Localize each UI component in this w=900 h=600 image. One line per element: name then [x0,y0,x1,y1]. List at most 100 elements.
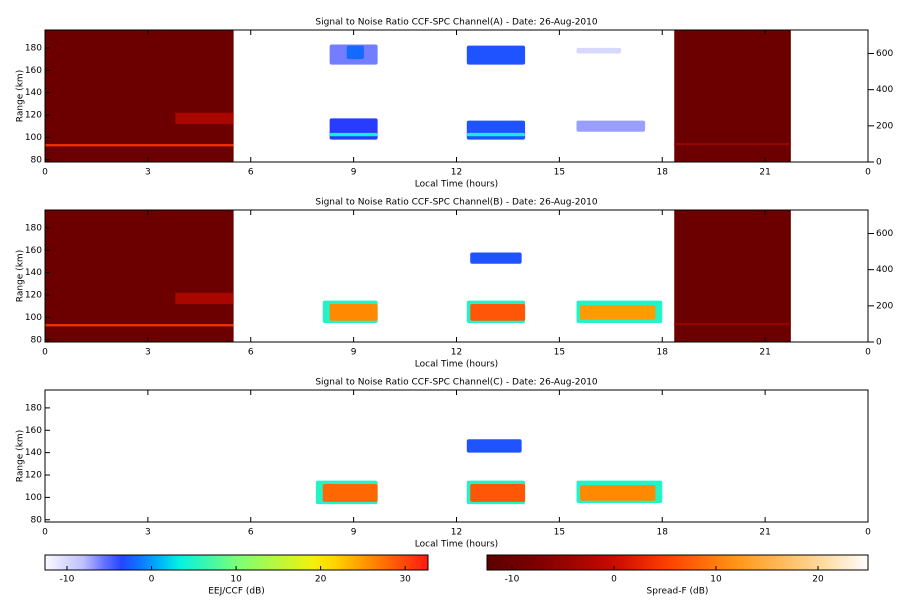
eej-patch [466,439,522,453]
y-tick-label: 140 [25,88,42,98]
x-tick-label: 6 [248,168,254,178]
x-tick-label: 0 [865,168,871,178]
spread-f-patch [175,292,234,304]
eej-patch [576,47,622,54]
x-tick-label: 21 [759,528,770,538]
x-tick-label: 0 [865,528,871,538]
x-tick-label: 15 [554,528,565,538]
x-axis-label: Local Time (hours) [415,180,498,190]
y-tick-label: 140 [25,268,42,278]
plot-frame [44,389,869,523]
x-tick-label: 6 [248,348,254,358]
y2-tick-label: 400 [876,265,893,275]
y-tick-label: 180 [25,43,42,53]
x-tick-label: 6 [248,528,254,538]
panel-title: Signal to Noise Ratio CCF-SPC Channel(A)… [315,18,597,28]
spread-f-patch [45,30,234,162]
colorbar-label: Spread-F (dB) [647,587,709,597]
x-axis-label: Local Time (hours) [415,540,498,550]
x-tick-label: 9 [351,168,357,178]
x-tick-label: 3 [145,168,151,178]
y2-tick-label: 200 [876,121,893,131]
eej-patch [466,45,526,65]
colorbar-tick-label: 0 [149,575,155,585]
y-tick-label: 80 [31,515,43,525]
spread-f-patch [45,210,234,342]
y-tick-label: 100 [25,313,42,323]
eej-patch [466,132,526,137]
eej-patch [579,485,656,501]
colorbar [486,554,869,571]
x-tick-label: 15 [554,348,565,358]
x-tick-label: 9 [351,528,357,538]
eej-patch [329,118,378,140]
x-tick-label: 3 [145,348,151,358]
eej-patch [576,120,646,132]
y-tick-label: 80 [31,335,43,345]
y2-tick-label: 600 [876,49,893,59]
x-tick-label: 18 [657,528,669,538]
y2-tick-label: 600 [876,229,893,239]
y-tick-label: 140 [25,448,42,458]
y-tick-label: 160 [25,426,42,436]
x-tick-label: 15 [554,168,565,178]
x-tick-label: 9 [351,348,357,358]
colorbar-tick-label: 0 [611,575,617,585]
x-tick-label: 0 [42,168,48,178]
eej-patch [466,120,526,140]
y2-tick-label: 200 [876,301,893,311]
colorbar-tick-label: 20 [315,575,327,585]
spread-f-patch [674,210,791,342]
y2-tick-label: 0 [876,158,882,168]
x-tick-label: 0 [865,348,871,358]
eej-patch [329,132,378,137]
panel: Signal to Noise Ratio CCF-SPC Channel(C)… [16,378,872,550]
x-tick-label: 18 [657,168,669,178]
eej-patch [579,305,656,320]
x-tick-label: 21 [759,348,770,358]
y-tick-label: 180 [25,403,42,413]
y-tick-label: 120 [25,471,42,481]
x-tick-label: 12 [451,348,462,358]
panel: Signal to Noise Ratio CCF-SPC Channel(B)… [16,198,894,370]
eej-patch [346,45,364,60]
y-tick-label: 120 [25,111,42,121]
colorbar-tick-label: 10 [230,575,242,585]
spread-f-patch [674,142,791,146]
y-tick-label: 120 [25,291,42,301]
x-tick-label: 0 [42,348,48,358]
eej-patch [322,483,378,502]
eej-patch [470,252,522,264]
x-axis-label: Local Time (hours) [415,360,498,370]
eej-patch [470,483,526,502]
y-tick-label: 80 [31,155,43,165]
y-axis-label: Range (km) [16,250,26,302]
panel-title: Signal to Noise Ratio CCF-SPC Channel(C)… [315,378,598,388]
spread-f-patch [45,324,234,327]
y2-tick-label: 0 [876,338,882,348]
x-tick-label: 12 [451,168,462,178]
colorbar-tick-label: 20 [812,575,824,585]
y-axis-label: Range (km) [16,70,26,122]
panel-title: Signal to Noise Ratio CCF-SPC Channel(B)… [315,198,597,208]
colorbar-label: EEJ/CCF (dB) [208,587,265,597]
colorbar-tick-label: 10 [710,575,722,585]
panel: Signal to Noise Ratio CCF-SPC Channel(A)… [16,18,894,190]
spread-f-patch [175,112,234,124]
x-tick-label: 12 [451,528,462,538]
spread-f-patch [45,144,234,147]
x-tick-label: 21 [759,168,770,178]
colorbar-tick-label: 30 [399,575,411,585]
y-tick-label: 180 [25,223,42,233]
eej-patch [470,303,526,321]
x-tick-label: 18 [657,348,669,358]
spread-f-patch [674,30,791,162]
eej-patch [329,303,378,321]
y-tick-label: 160 [25,246,42,256]
spread-f-patch [674,322,791,326]
x-tick-label: 0 [42,528,48,538]
y2-tick-label: 400 [876,85,893,95]
y-tick-label: 100 [25,133,42,143]
y-tick-label: 100 [25,493,42,503]
